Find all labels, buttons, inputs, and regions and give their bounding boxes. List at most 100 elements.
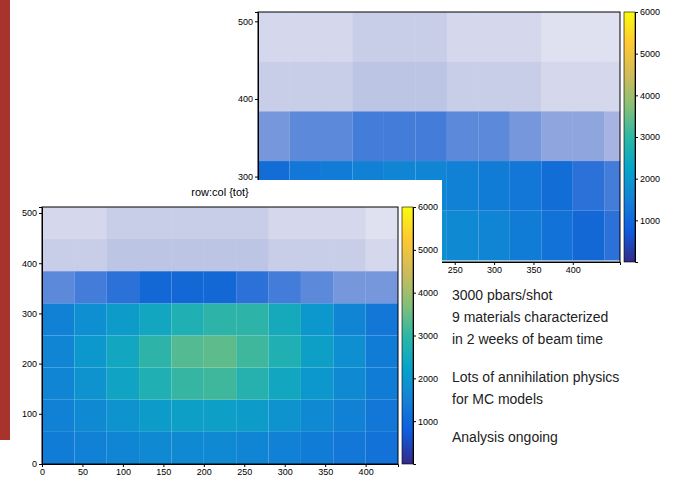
heatmap-cell — [510, 211, 541, 261]
x-tick-label: 50 — [78, 467, 88, 477]
heatmap-cell — [366, 432, 398, 464]
slide-text: 3000 pbars/shot9 materials characterized… — [452, 287, 619, 445]
y-tick-mark — [39, 414, 42, 415]
heatmap-cell — [74, 303, 106, 335]
colorbar-tick-mark — [413, 207, 416, 208]
y-tick-label: 500 — [22, 208, 37, 218]
y-tick: 100 — [22, 409, 42, 419]
chart-title: row:col {tot} — [191, 186, 249, 198]
heatmap-cell — [139, 336, 171, 368]
heatmap-cell — [139, 239, 171, 271]
heatmap-cell — [74, 271, 106, 303]
heatmap-cell — [366, 336, 398, 368]
heatmap-cell — [107, 400, 139, 432]
heatmap-cell — [366, 271, 398, 303]
heatmap-cell — [204, 432, 236, 464]
heatmap-cell — [107, 432, 139, 464]
heatmap-cell — [171, 207, 203, 239]
heatmap-panel: 2503003504003004005001000200030004000500… — [238, 7, 660, 275]
heatmap-cell — [510, 12, 541, 62]
heatmap-cell — [139, 271, 171, 303]
heatmap-cell — [333, 336, 365, 368]
colorbar-tick-label: 6000 — [418, 202, 438, 212]
heatmap-cell — [269, 271, 301, 303]
colorbar-axis: 100020003000400050006000 — [413, 202, 438, 464]
heatmap-cell — [366, 303, 398, 335]
heatmap-cell — [204, 303, 236, 335]
colorbar-tick: 6000 — [413, 202, 438, 212]
heatmap-cell — [74, 368, 106, 400]
y-tick: 500 — [238, 17, 258, 27]
heatmap-cell — [301, 400, 333, 432]
heatmap-cell — [541, 161, 572, 211]
heatmap-cell — [236, 336, 268, 368]
heatmap-cell — [321, 62, 352, 112]
x-tick-label: 350 — [526, 265, 541, 275]
heatmap-cell — [42, 271, 74, 303]
y-axis: 0100200300400500 — [22, 208, 43, 470]
heatmap-cell — [236, 303, 268, 335]
panel-background — [16, 180, 442, 482]
plot-frame — [42, 207, 398, 464]
x-tick-label: 400 — [566, 265, 581, 275]
heatmap-cell — [171, 368, 203, 400]
heatmap-cell — [541, 111, 572, 161]
heatmap-cell — [269, 207, 301, 239]
colorbar-tick-mark — [413, 336, 416, 337]
y-tick: 500 — [22, 208, 42, 218]
heatmap-cell — [289, 12, 320, 62]
heatmap-cell — [74, 207, 106, 239]
heatmap-cell — [478, 62, 509, 112]
heatmap-cell — [74, 400, 106, 432]
heatmap-cell — [301, 432, 333, 464]
heatmap-cell — [171, 400, 203, 432]
y-tick-mark — [255, 21, 258, 22]
heatmap-cell — [74, 239, 106, 271]
y-tick-label: 200 — [22, 359, 37, 369]
heatmap-cell — [333, 368, 365, 400]
heatmap-cell — [42, 336, 74, 368]
heatmap-cell — [604, 62, 620, 112]
x-tick-label: 150 — [156, 467, 171, 477]
color-bar — [624, 12, 635, 262]
heatmap-cell — [604, 111, 620, 161]
x-tick: 400 — [359, 464, 374, 477]
heatmap-cell — [107, 239, 139, 271]
colorbar-tick-mark — [635, 54, 638, 55]
heatmap-cell — [415, 111, 446, 161]
colorbar-tick-label: 1000 — [418, 417, 438, 427]
heatmap-cell — [415, 62, 446, 112]
x-axis-line — [43, 465, 399, 468]
heatmap-cell — [107, 207, 139, 239]
x-tick-label: 350 — [318, 467, 333, 477]
heatmap-cell — [301, 271, 333, 303]
colorbar-tick: 4000 — [413, 288, 438, 298]
heatmap-cell — [333, 207, 365, 239]
y-tick-label: 400 — [22, 259, 37, 269]
heatmap-cell — [42, 400, 74, 432]
y-tick-mark — [255, 99, 258, 100]
heatmap-cell — [171, 432, 203, 464]
heatmap-cell — [139, 303, 171, 335]
colorbar-tick-mark — [413, 421, 416, 422]
heatmap-cell — [301, 303, 333, 335]
photo-strip — [0, 0, 10, 440]
heatmap-cell — [604, 12, 620, 62]
x-tick-label: 100 — [116, 467, 131, 477]
heatmap-cell — [573, 161, 604, 211]
x-tick: 250 — [237, 464, 252, 477]
heatmap-cell — [447, 211, 478, 261]
heatmap-cell — [204, 400, 236, 432]
colorbar-tick-label: 4000 — [418, 288, 438, 298]
heatmap-cell — [366, 207, 398, 239]
heatmap-cell — [366, 239, 398, 271]
slide-text-line: 3000 pbars/shot — [452, 287, 553, 303]
heatmap-cell — [478, 111, 509, 161]
x-axis: 050100150200250300350400 — [40, 464, 399, 477]
heatmap-cell — [447, 62, 478, 112]
colorbar-tick-mark — [413, 378, 416, 379]
heatmap-cell — [204, 368, 236, 400]
x-tick: 300 — [487, 262, 502, 275]
heatmap-cell — [573, 211, 604, 261]
heatmap-cell — [236, 207, 268, 239]
